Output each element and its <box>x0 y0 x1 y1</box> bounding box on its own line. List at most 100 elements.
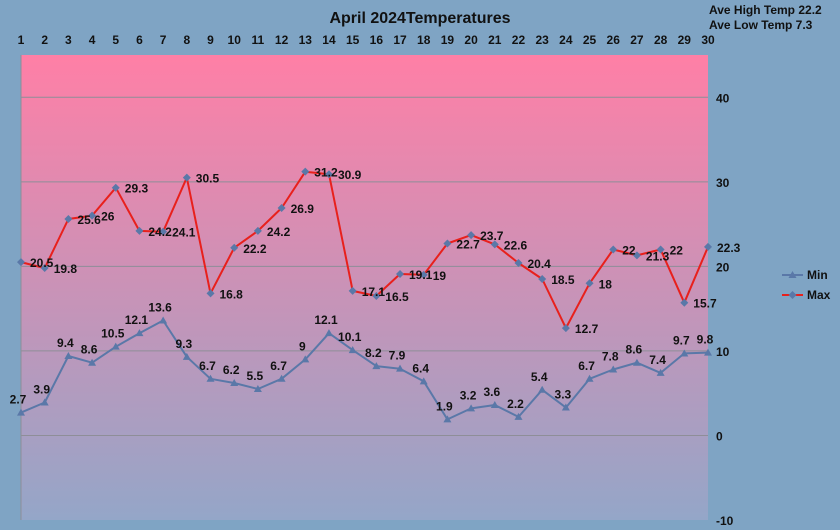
point-max <box>490 240 499 249</box>
data-label-min: 6.4 <box>412 361 429 375</box>
plot-area <box>21 55 708 520</box>
x-tick-label: 14 <box>322 33 336 47</box>
point-min <box>538 385 547 393</box>
series-lines <box>20 170 709 421</box>
point-max <box>585 279 594 288</box>
point-max <box>704 242 712 251</box>
x-tick-label: 20 <box>464 33 478 47</box>
data-labels: 2.73.99.4 8.610.512.113.69.36.7 6.2 5.56.79… <box>10 166 741 414</box>
data-label-max: 19.1 <box>409 268 433 282</box>
y-tick-label: 40 <box>716 91 730 105</box>
point-min <box>585 374 594 382</box>
x-tick-label: 7 <box>160 33 167 47</box>
point-max <box>206 289 215 298</box>
data-label-max: 15.7 <box>693 297 717 311</box>
point-min <box>88 358 97 366</box>
data-label-min: 2.2 <box>507 397 524 411</box>
point-min <box>230 379 239 387</box>
point-max <box>348 286 357 295</box>
point-max <box>324 170 333 179</box>
y-tick-label: 30 <box>716 176 730 190</box>
x-tick-label: 23 <box>535 33 549 47</box>
data-label-max: 24.2 <box>267 225 291 239</box>
point-max <box>656 245 665 254</box>
point-min <box>159 316 168 324</box>
point-min <box>182 352 191 360</box>
data-label-min: 7.4 <box>649 353 666 367</box>
x-tick-label: 25 <box>583 33 597 47</box>
x-tick-label: 26 <box>607 33 621 47</box>
legend-max-marker <box>788 291 797 299</box>
y-tick-label: 10 <box>716 345 730 359</box>
point-min <box>609 365 618 373</box>
x-tick-label: 17 <box>393 33 407 47</box>
data-label-min: 2.7 <box>10 393 27 407</box>
point-max <box>64 215 73 224</box>
data-label-max: 22.7 <box>456 238 480 252</box>
point-min <box>64 351 73 359</box>
data-label-min: 5.4 <box>531 370 548 384</box>
x-tick-label: 18 <box>417 33 431 47</box>
x-tick-label: 8 <box>183 33 190 47</box>
data-label-max: 18 <box>599 277 613 291</box>
legend-min-marker <box>788 271 797 278</box>
x-tick-label: 30 <box>701 33 715 47</box>
x-tick-label: 2 <box>41 33 48 47</box>
point-max <box>230 243 239 252</box>
point-min <box>206 374 215 382</box>
point-min <box>135 329 144 337</box>
y-tick-label: 20 <box>716 260 730 274</box>
x-tick-label: 27 <box>630 33 644 47</box>
point-max <box>467 231 476 240</box>
data-label-max: 17.1 <box>362 285 386 299</box>
x-tick-label: 16 <box>370 33 384 47</box>
data-label-min: 3.3 <box>555 388 572 402</box>
point-min <box>656 368 665 376</box>
data-label-max: 19 <box>433 269 447 283</box>
point-max <box>609 245 618 254</box>
x-tick-label: 12 <box>275 33 289 47</box>
point-max <box>253 226 262 235</box>
data-label-min: 12.1 <box>314 313 338 327</box>
data-label-min: 9.4 <box>57 336 74 350</box>
data-label-min: 7.9 <box>389 349 406 363</box>
point-max <box>111 183 120 192</box>
point-max <box>514 258 523 267</box>
data-label-max: 21.3 <box>646 249 670 263</box>
x-tick-label: 19 <box>441 33 455 47</box>
data-label-max: 19.8 <box>54 262 78 276</box>
point-min <box>396 364 405 372</box>
x-tick-label: 15 <box>346 33 360 47</box>
point-max <box>680 298 689 307</box>
point-min <box>111 342 120 350</box>
point-min <box>632 358 641 366</box>
y-axis-ticks: -10 0 10 20 30 40 <box>716 91 734 528</box>
gridlines <box>20 55 708 520</box>
x-axis-ticks: 1 2 3 4 5 6 7 8 9 10 11 12 13 14 15 16 17 18 19 20 21 22 23 24 2… <box>18 33 715 47</box>
point-min <box>419 377 428 385</box>
data-label-min: 10.5 <box>101 327 125 341</box>
data-label-max: 29.3 <box>125 182 149 196</box>
y-tick-label: 0 <box>716 429 723 443</box>
data-label-max: 20.5 <box>30 256 54 270</box>
data-label-min: 10.1 <box>338 330 362 344</box>
data-label-min: 12.1 <box>125 313 149 327</box>
x-tick-label: 10 <box>228 33 242 47</box>
point-min <box>490 401 499 409</box>
point-max <box>40 264 49 273</box>
point-max <box>17 258 25 267</box>
x-tick-label: 13 <box>299 33 313 47</box>
ave-low-note: Ave Low Temp 7.3 <box>709 18 813 32</box>
x-tick-label: 11 <box>252 33 265 47</box>
point-min <box>704 348 712 356</box>
point-max <box>277 204 286 213</box>
data-label-max: 24.2 <box>148 225 172 239</box>
data-label-max: 25.6 <box>77 213 101 227</box>
ave-high-note: Ave High Temp 22.2 <box>709 3 822 17</box>
x-tick-label: 29 <box>678 33 692 47</box>
data-label-max: 22 <box>670 244 684 258</box>
point-max <box>88 211 97 220</box>
point-max <box>372 291 381 300</box>
x-tick-label: 3 <box>65 33 72 47</box>
data-label-max: 18.5 <box>551 273 575 287</box>
